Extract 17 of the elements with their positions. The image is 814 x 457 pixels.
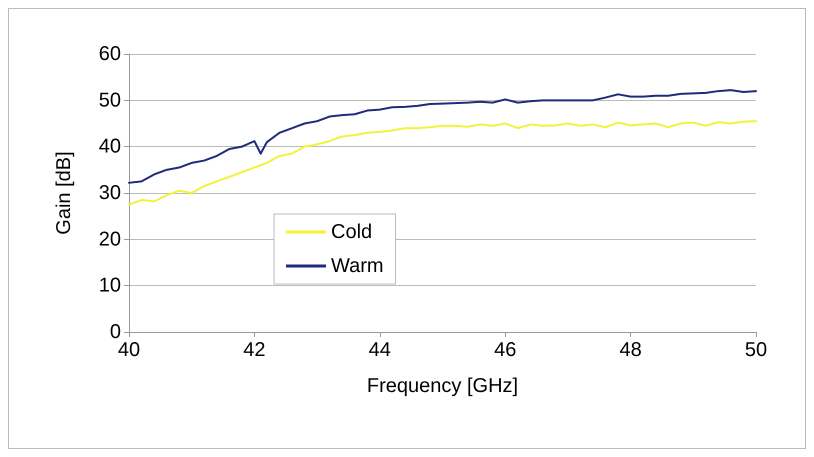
x-tick-label: 46 <box>494 339 516 361</box>
x-axis-title: Frequency [GHz] <box>366 375 518 397</box>
x-tick-label: 44 <box>368 339 391 361</box>
line-series <box>128 120 757 206</box>
y-tick-label: 50 <box>98 89 121 112</box>
y-axis-title: Gain [dB] <box>53 151 75 235</box>
legend-label: Warm <box>331 255 384 277</box>
y-tick-label: 40 <box>98 136 121 158</box>
legend-label: Cold <box>331 221 372 243</box>
y-tick-label: 10 <box>98 274 121 297</box>
x-tick-label: 50 <box>744 339 768 361</box>
line-series <box>128 89 757 184</box>
y-tick-label: 20 <box>98 228 121 250</box>
x-tick-label: 48 <box>619 339 642 361</box>
x-tick-label: 42 <box>243 339 266 361</box>
y-tick-label: 60 <box>98 43 121 65</box>
y-tick-label: 30 <box>98 182 121 204</box>
